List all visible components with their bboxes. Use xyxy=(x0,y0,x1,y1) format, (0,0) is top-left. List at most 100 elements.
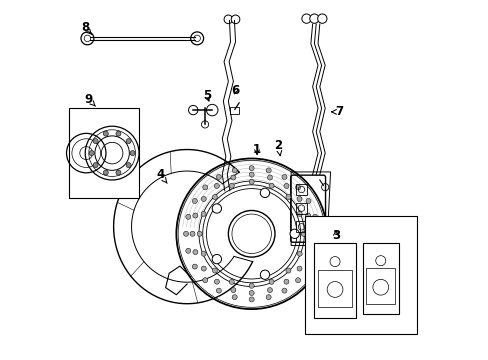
Circle shape xyxy=(295,185,300,190)
Circle shape xyxy=(93,163,98,168)
Circle shape xyxy=(212,194,217,199)
Circle shape xyxy=(285,194,290,199)
Circle shape xyxy=(295,278,300,283)
Circle shape xyxy=(296,266,302,271)
Circle shape xyxy=(197,231,202,236)
Circle shape xyxy=(231,15,239,24)
Circle shape xyxy=(201,211,206,216)
Bar xyxy=(362,243,398,315)
Circle shape xyxy=(267,288,272,293)
Circle shape xyxy=(103,170,108,175)
Circle shape xyxy=(268,279,273,284)
Circle shape xyxy=(229,183,234,188)
Text: 7: 7 xyxy=(331,105,343,118)
Bar xyxy=(314,243,355,318)
Circle shape xyxy=(249,179,254,184)
Text: 1: 1 xyxy=(252,143,261,156)
Circle shape xyxy=(126,163,131,168)
Circle shape xyxy=(203,185,207,190)
Circle shape xyxy=(297,211,302,216)
Circle shape xyxy=(265,295,271,300)
Circle shape xyxy=(312,248,317,253)
Text: 5: 5 xyxy=(203,89,210,102)
Circle shape xyxy=(206,104,218,116)
Bar xyxy=(305,216,416,334)
Circle shape xyxy=(212,268,217,273)
Circle shape xyxy=(183,231,188,236)
Circle shape xyxy=(301,231,305,236)
Circle shape xyxy=(305,249,310,255)
Bar xyxy=(69,108,139,198)
Circle shape xyxy=(230,288,235,293)
Circle shape xyxy=(249,172,254,177)
Circle shape xyxy=(212,204,221,213)
Circle shape xyxy=(309,14,319,23)
Bar xyxy=(317,270,351,307)
Circle shape xyxy=(321,184,328,191)
Circle shape xyxy=(314,231,319,236)
Text: 6: 6 xyxy=(231,84,239,97)
Bar xyxy=(295,221,306,232)
Circle shape xyxy=(305,198,310,203)
Circle shape xyxy=(296,197,302,202)
Circle shape xyxy=(284,183,288,188)
Circle shape xyxy=(249,297,254,302)
Circle shape xyxy=(301,14,310,23)
Circle shape xyxy=(103,131,108,136)
Circle shape xyxy=(229,279,234,284)
Circle shape xyxy=(203,278,207,283)
Circle shape xyxy=(89,150,94,156)
Text: 2: 2 xyxy=(274,139,282,156)
Text: 4: 4 xyxy=(156,168,167,183)
Circle shape xyxy=(214,279,219,284)
Circle shape xyxy=(126,139,131,144)
Circle shape xyxy=(201,197,206,202)
Circle shape xyxy=(289,229,299,238)
Circle shape xyxy=(190,231,195,236)
Bar xyxy=(295,184,306,195)
Circle shape xyxy=(232,295,237,300)
Circle shape xyxy=(305,213,310,218)
Circle shape xyxy=(216,175,221,180)
Text: 8: 8 xyxy=(81,21,92,35)
Circle shape xyxy=(267,175,272,180)
Circle shape xyxy=(185,248,190,253)
Circle shape xyxy=(190,32,203,45)
Circle shape xyxy=(116,170,121,175)
Circle shape xyxy=(230,175,235,180)
Circle shape xyxy=(260,188,269,198)
Circle shape xyxy=(284,279,288,284)
Circle shape xyxy=(192,213,198,218)
Bar xyxy=(230,107,239,114)
Circle shape xyxy=(192,264,197,269)
Circle shape xyxy=(265,168,271,173)
Circle shape xyxy=(81,32,94,45)
Text: 9: 9 xyxy=(84,93,95,106)
Circle shape xyxy=(249,283,254,288)
Circle shape xyxy=(249,166,254,171)
Bar xyxy=(366,268,394,304)
Circle shape xyxy=(201,251,206,256)
Circle shape xyxy=(224,15,232,24)
Circle shape xyxy=(282,175,286,180)
Circle shape xyxy=(249,291,254,296)
Circle shape xyxy=(192,198,197,203)
Circle shape xyxy=(260,270,269,279)
Circle shape xyxy=(308,231,313,236)
Circle shape xyxy=(282,288,286,293)
Circle shape xyxy=(312,214,317,219)
Circle shape xyxy=(216,288,221,293)
Circle shape xyxy=(185,214,190,219)
Circle shape xyxy=(93,139,98,144)
Circle shape xyxy=(192,249,198,255)
Circle shape xyxy=(188,105,198,115)
Circle shape xyxy=(130,150,135,156)
Circle shape xyxy=(232,168,237,173)
Circle shape xyxy=(212,255,221,264)
Circle shape xyxy=(116,131,121,136)
Circle shape xyxy=(297,251,302,256)
Circle shape xyxy=(201,266,206,271)
Circle shape xyxy=(305,264,310,269)
Text: 3: 3 xyxy=(331,229,339,242)
Circle shape xyxy=(214,183,219,188)
